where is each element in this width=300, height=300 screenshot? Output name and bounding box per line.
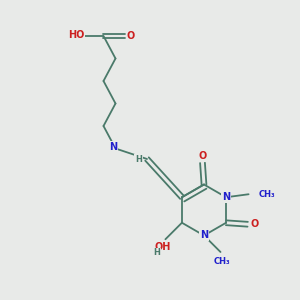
Text: O: O [198, 151, 207, 161]
Text: CH₃: CH₃ [214, 257, 230, 266]
Text: H: H [135, 154, 142, 164]
Text: N: N [200, 230, 208, 241]
Text: N: N [109, 142, 117, 152]
Text: O: O [250, 219, 258, 229]
Text: CH₃: CH₃ [258, 190, 275, 199]
Text: OH: OH [154, 242, 171, 252]
Text: HO: HO [68, 30, 85, 40]
Text: H: H [153, 248, 160, 257]
Text: O: O [127, 31, 135, 41]
Text: N: N [222, 192, 230, 202]
